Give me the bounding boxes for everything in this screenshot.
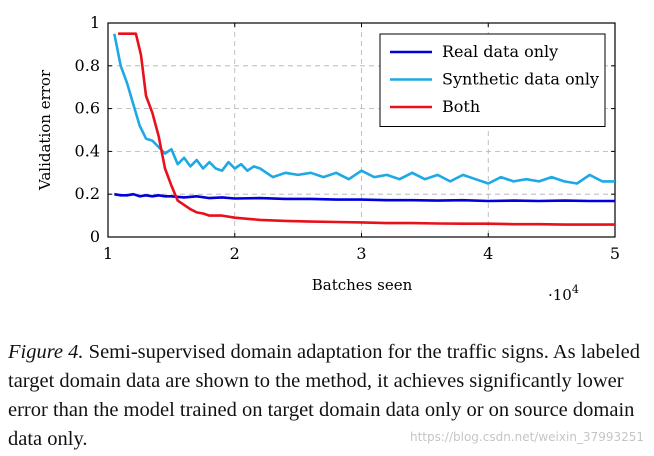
legend-label: Real data only xyxy=(442,42,558,61)
figure-caption-text: Semi-supervised domain adaptation for th… xyxy=(8,341,640,450)
grid-lines xyxy=(108,23,615,237)
figure-caption: Figure 4. Semi-supervised domain adaptat… xyxy=(8,338,650,454)
line-chart: 1 2 3 4 5 0 0.2 0.4 0.6 0.8 1 Real data only Synthe… xyxy=(36,13,621,304)
y-tick-label: 1 xyxy=(90,13,100,32)
x-tick-label: 1 xyxy=(103,244,113,263)
legend: Real data only Synthetic data only Both xyxy=(379,33,606,127)
y-tick-label: 0 xyxy=(90,227,100,246)
legend-label: Synthetic data only xyxy=(442,70,599,89)
y-tick-label: 0.2 xyxy=(75,184,100,203)
series-line-real-data-only xyxy=(114,192,615,203)
axis-ticks: 1 2 3 4 5 0 0.2 0.4 0.6 0.8 1 xyxy=(75,13,621,263)
series-line-synthetic-data-only xyxy=(113,33,615,185)
y-tick-label: 0.4 xyxy=(75,141,100,160)
x-tick-label: 5 xyxy=(610,244,620,263)
x-axis-label: Batches seen xyxy=(312,276,413,294)
x-tick-label: 2 xyxy=(230,244,240,263)
series-lines xyxy=(113,32,615,226)
series-line-both xyxy=(118,32,615,226)
y-tick-label: 0.8 xyxy=(75,56,100,75)
watermark: https://blog.csdn.net/weixin_37993251 xyxy=(409,430,644,444)
x-axis-multiplier-exponent: 4 xyxy=(572,283,579,296)
figure-caption-label: Figure 4. xyxy=(8,341,84,363)
x-axis-multiplier: ·104 xyxy=(548,283,579,304)
x-tick-label: 3 xyxy=(356,244,366,263)
y-axis-label: Validation error xyxy=(36,69,54,191)
y-tick-label: 0.6 xyxy=(75,99,100,118)
x-axis-multiplier-base: ·10 xyxy=(548,286,572,304)
x-tick-label: 4 xyxy=(483,244,493,263)
legend-label: Both xyxy=(442,97,480,116)
